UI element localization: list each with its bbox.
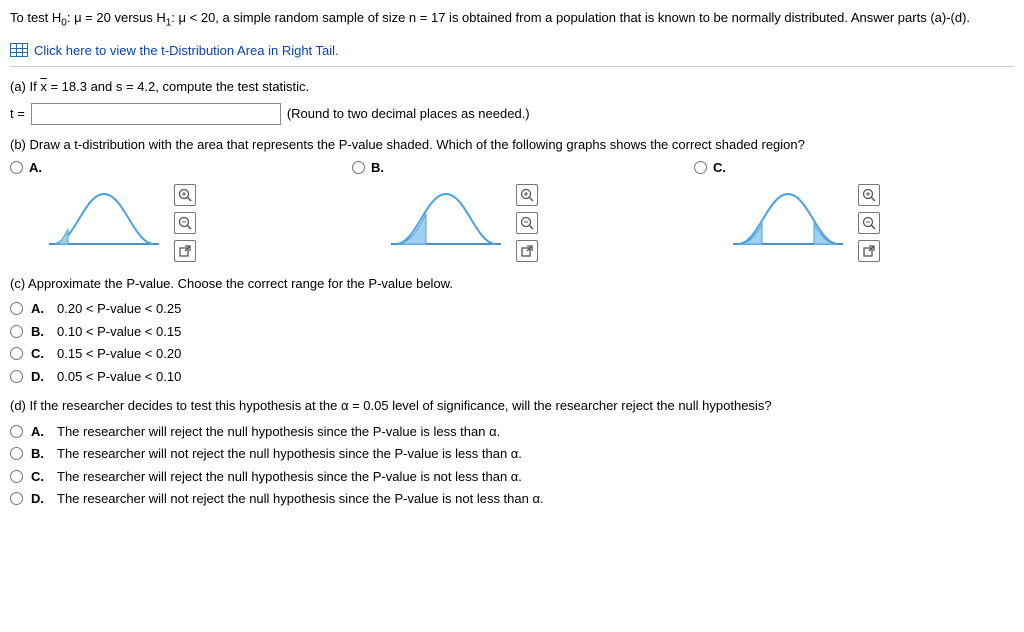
intro-text-3: : μ < 20, a simple random sample of size…: [171, 10, 970, 25]
graph-option-headers: A. B. C.: [10, 158, 1014, 178]
part-a-suffix: = 18.3 and s = 4.2, compute the test sta…: [47, 79, 309, 94]
option-letter: B.: [31, 322, 49, 342]
option-text: The researcher will not reject the null …: [57, 444, 522, 464]
option-text: The researcher will reject the null hypo…: [57, 422, 500, 442]
radio-d-a[interactable]: [10, 425, 23, 438]
graph-b-block: [386, 184, 538, 262]
part-c-options: A. 0.20 < P-value < 0.25 B. 0.10 < P-val…: [10, 299, 1014, 386]
radio-c-a[interactable]: [10, 302, 23, 315]
radio-c-b[interactable]: [10, 325, 23, 338]
graph-a-thumbnail: [44, 184, 164, 254]
distribution-link-row: Click here to view the t-Distribution Ar…: [10, 41, 1014, 61]
option-text: The researcher will reject the null hypo…: [57, 467, 522, 487]
part-a-prompt: (a) If x = 18.3 and s = 4.2, compute the…: [10, 77, 1014, 97]
part-d-option-a: A. The researcher will reject the null h…: [10, 422, 1014, 442]
graph-a-tools: [174, 184, 196, 262]
divider: [10, 66, 1014, 67]
zoom-in-icon[interactable]: [174, 184, 196, 206]
zoom-in-icon[interactable]: [858, 184, 880, 206]
part-a: (a) If x = 18.3 and s = 4.2, compute the…: [10, 77, 1014, 125]
part-b: (b) Draw a t-distribution with the area …: [10, 135, 1014, 262]
zoom-out-icon[interactable]: [174, 212, 196, 234]
graph-b-thumbnail: [386, 184, 506, 254]
part-d: (d) If the researcher decides to test th…: [10, 396, 1014, 509]
radio-graph-b[interactable]: [352, 161, 365, 174]
t-distribution-link[interactable]: Click here to view the t-Distribution Ar…: [34, 41, 339, 61]
graph-b-tools: [516, 184, 538, 262]
option-letter: B.: [31, 444, 49, 464]
option-text: 0.15 < P-value < 0.20: [57, 344, 181, 364]
graph-c-block: [728, 184, 880, 262]
radio-d-c[interactable]: [10, 470, 23, 483]
graph-a-block: [44, 184, 196, 262]
part-c: (c) Approximate the P-value. Choose the …: [10, 274, 1014, 387]
option-text: The researcher will not reject the null …: [57, 489, 544, 509]
radio-c-c[interactable]: [10, 347, 23, 360]
radio-c-d[interactable]: [10, 370, 23, 383]
graph-option-c-header: C.: [694, 158, 726, 178]
radio-graph-c[interactable]: [694, 161, 707, 174]
option-letter: A.: [31, 299, 49, 319]
option-letter: C.: [31, 344, 49, 364]
question-intro: To test H0: μ = 20 versus H1: μ < 20, a …: [10, 8, 1014, 31]
popout-icon[interactable]: [174, 240, 196, 262]
option-letter: D.: [31, 489, 49, 509]
popout-icon[interactable]: [858, 240, 880, 262]
part-a-prefix: (a) If: [10, 79, 40, 94]
intro-text-2: : μ = 20 versus H: [67, 10, 166, 25]
part-c-option-d: D. 0.05 < P-value < 0.10: [10, 367, 1014, 387]
part-d-option-b: B. The researcher will not reject the nu…: [10, 444, 1014, 464]
graph-thumbnails-row: [44, 184, 1014, 262]
table-icon[interactable]: [10, 43, 28, 57]
part-c-prompt: (c) Approximate the P-value. Choose the …: [10, 274, 1014, 294]
graph-option-b-header: B.: [352, 158, 384, 178]
t-statistic-input[interactable]: [31, 103, 281, 125]
popout-icon[interactable]: [516, 240, 538, 262]
graph-c-tools: [858, 184, 880, 262]
option-text: 0.10 < P-value < 0.15: [57, 322, 181, 342]
radio-d-b[interactable]: [10, 447, 23, 460]
part-a-answer-row: t = (Round to two decimal places as need…: [10, 103, 1014, 125]
t-label: t =: [10, 104, 25, 124]
part-c-option-c: C. 0.15 < P-value < 0.20: [10, 344, 1014, 364]
radio-d-d[interactable]: [10, 492, 23, 505]
option-text: 0.05 < P-value < 0.10: [57, 367, 181, 387]
part-d-options: A. The researcher will reject the null h…: [10, 422, 1014, 509]
graph-c-thumbnail: [728, 184, 848, 254]
option-letter: D.: [31, 367, 49, 387]
graph-option-c-letter: C.: [713, 158, 726, 178]
zoom-out-icon[interactable]: [858, 212, 880, 234]
part-c-option-a: A. 0.20 < P-value < 0.25: [10, 299, 1014, 319]
option-letter: C.: [31, 467, 49, 487]
part-d-option-d: D. The researcher will not reject the nu…: [10, 489, 1014, 509]
zoom-out-icon[interactable]: [516, 212, 538, 234]
intro-text-1: To test H: [10, 10, 61, 25]
part-c-option-b: B. 0.10 < P-value < 0.15: [10, 322, 1014, 342]
graph-option-b-letter: B.: [371, 158, 384, 178]
part-d-option-c: C. The researcher will reject the null h…: [10, 467, 1014, 487]
zoom-in-icon[interactable]: [516, 184, 538, 206]
graph-option-a-header: A.: [10, 158, 42, 178]
option-text: 0.20 < P-value < 0.25: [57, 299, 181, 319]
round-hint: (Round to two decimal places as needed.): [287, 104, 530, 124]
radio-graph-a[interactable]: [10, 161, 23, 174]
option-letter: A.: [31, 422, 49, 442]
part-b-prompt: (b) Draw a t-distribution with the area …: [10, 135, 1014, 155]
part-d-prompt: (d) If the researcher decides to test th…: [10, 396, 1014, 416]
graph-option-a-letter: A.: [29, 158, 42, 178]
